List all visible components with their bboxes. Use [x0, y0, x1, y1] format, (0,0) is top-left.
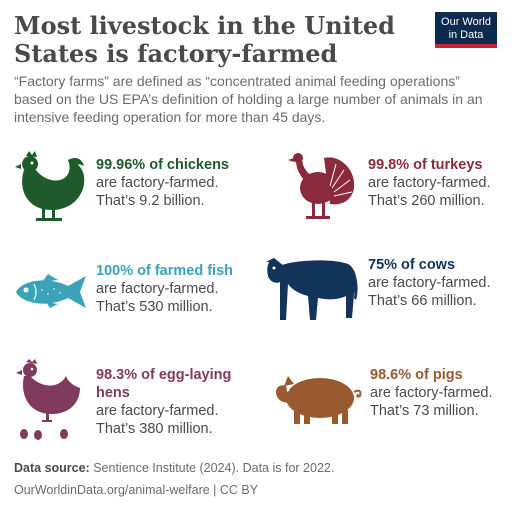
stat-count: That’s 530 million. [96, 299, 213, 315]
logo-line-1: Our World [441, 16, 491, 28]
stat-count: That’s 9.2 billion. [96, 193, 205, 209]
stat-count: That’s 73 million. [370, 403, 479, 419]
hen-icon [16, 359, 80, 440]
stat-highlight: 75% of cows [368, 257, 456, 273]
page-subtitle: “Factory farms” are defined as “concentr… [14, 73, 483, 125]
stat-cows: 75% of cows are factory-farmed. That’s 6… [262, 248, 502, 328]
pig-icon [276, 376, 362, 424]
source-text: Sentience Institute (2024). Data is for … [89, 461, 335, 475]
stat-line: are factory-farmed. [96, 403, 219, 419]
stat-fish: 100% of farmed fish are factory-farmed. … [12, 254, 252, 334]
footer-url[interactable]: OurWorldinData.org/animal-welfare | CC B… [14, 483, 259, 497]
logo-line-2: in Data [448, 29, 484, 41]
data-source: Data source: Sentience Institute (2024).… [14, 460, 498, 476]
owid-logo[interactable]: Our World in Data [435, 12, 497, 48]
stat-chickens: 99.96% of chickens are factory-farmed. T… [12, 148, 252, 228]
stat-count: That’s 260 million. [368, 193, 485, 209]
stat-highlight: 99.96% of chickens [96, 157, 229, 173]
stat-count: That’s 66 million. [368, 293, 477, 309]
turkey-icon [288, 153, 355, 219]
fish-icon [16, 274, 86, 308]
page-title: Most livestock in the United States is f… [14, 11, 395, 68]
stat-pigs: 98.6% of pigs are factory-farmed. That’s… [274, 362, 512, 442]
stat-line: are factory-farmed. [370, 385, 493, 401]
stat-turkeys: 99.8% of turkeys are factory-farmed. Tha… [284, 148, 512, 228]
source-label: Data source: [14, 461, 90, 475]
stat-hens: 98.3% of egg-laying hens are factory-far… [12, 358, 252, 440]
cow-icon [266, 258, 358, 320]
stat-line: are factory-farmed. [368, 175, 491, 191]
stat-highlight: 98.3% of egg-laying hens [96, 367, 232, 401]
stat-line: are factory-farmed. [96, 281, 219, 297]
stat-line: are factory-farmed. [368, 275, 491, 291]
stat-count: That’s 380 million. [96, 421, 213, 437]
stat-line: are factory-farmed. [96, 175, 219, 191]
stat-highlight: 100% of farmed fish [96, 263, 233, 279]
stat-highlight: 98.6% of pigs [370, 367, 463, 383]
stat-highlight: 99.8% of turkeys [368, 157, 483, 173]
chicken-icon [15, 151, 85, 221]
